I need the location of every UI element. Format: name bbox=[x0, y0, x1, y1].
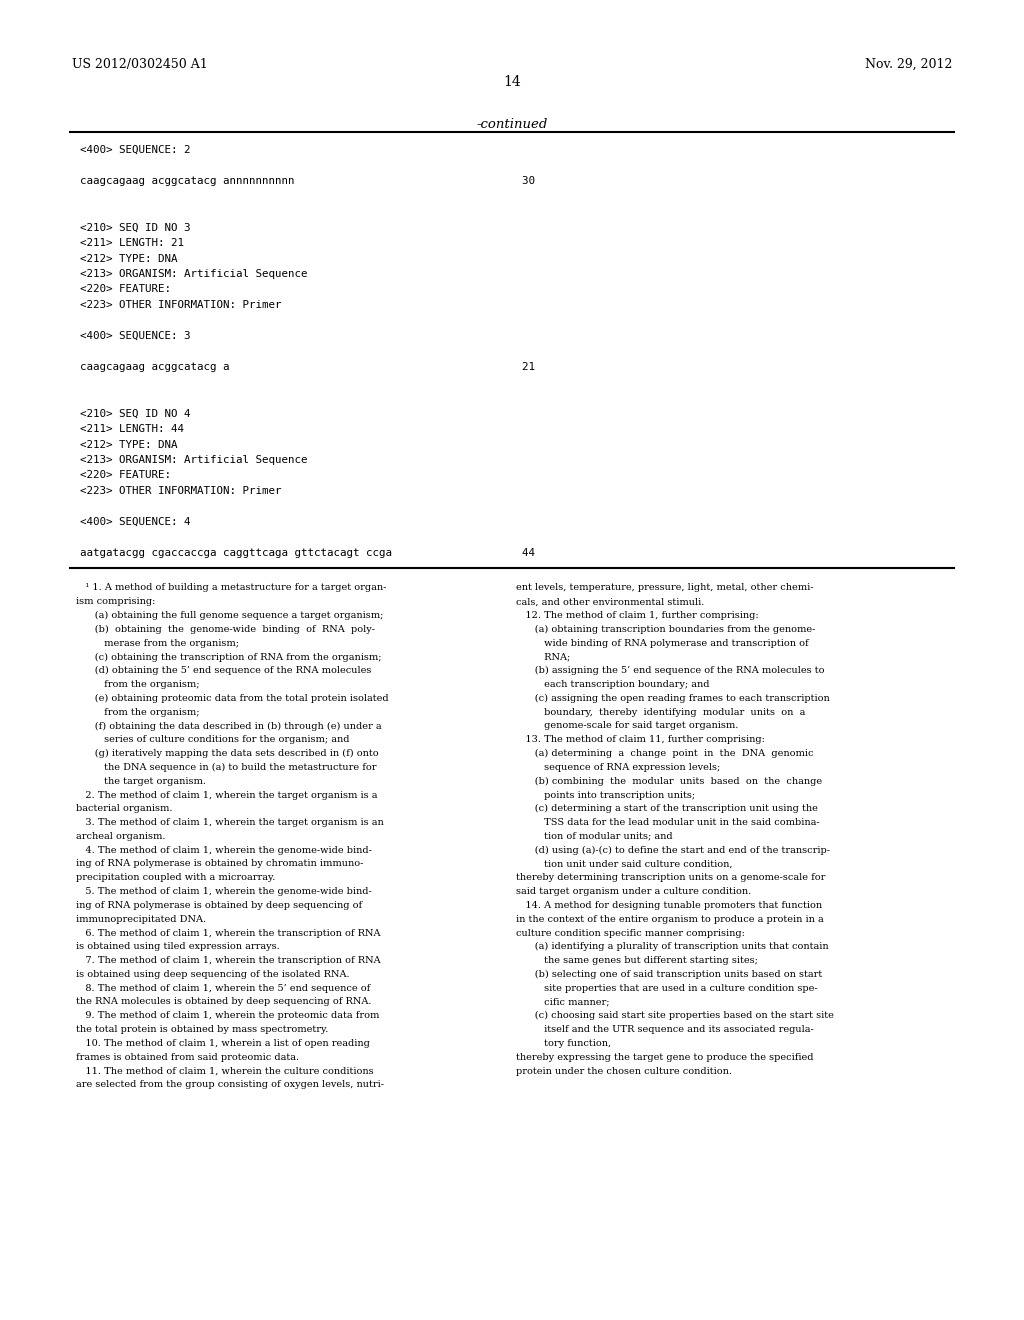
Text: 9. The method of claim 1, wherein the proteomic data from: 9. The method of claim 1, wherein the pr… bbox=[76, 1011, 379, 1020]
Text: (b)  obtaining  the  genome-wide  binding  of  RNA  poly-: (b) obtaining the genome-wide binding of… bbox=[76, 624, 375, 634]
Text: 14: 14 bbox=[503, 75, 521, 88]
Text: cific manner;: cific manner; bbox=[516, 998, 609, 1006]
Text: <210> SEQ ID NO 3: <210> SEQ ID NO 3 bbox=[80, 223, 190, 232]
Text: (c) determining a start of the transcription unit using the: (c) determining a start of the transcrip… bbox=[516, 804, 818, 813]
Text: the target organism.: the target organism. bbox=[76, 776, 206, 785]
Text: each transcription boundary; and: each transcription boundary; and bbox=[516, 680, 710, 689]
Text: bacterial organism.: bacterial organism. bbox=[76, 804, 172, 813]
Text: merase from the organism;: merase from the organism; bbox=[76, 639, 239, 648]
Text: the total protein is obtained by mass spectrometry.: the total protein is obtained by mass sp… bbox=[76, 1026, 329, 1034]
Text: 4. The method of claim 1, wherein the genome-wide bind-: 4. The method of claim 1, wherein the ge… bbox=[76, 846, 372, 855]
Text: ing of RNA polymerase is obtained by deep sequencing of: ing of RNA polymerase is obtained by dee… bbox=[76, 902, 362, 909]
Text: sequence of RNA expression levels;: sequence of RNA expression levels; bbox=[516, 763, 720, 772]
Text: <211> LENGTH: 44: <211> LENGTH: 44 bbox=[80, 424, 184, 434]
Text: (a) identifying a plurality of transcription units that contain: (a) identifying a plurality of transcrip… bbox=[516, 942, 828, 952]
Text: 14. A method for designing tunable promoters that function: 14. A method for designing tunable promo… bbox=[516, 902, 822, 909]
Text: 13. The method of claim 11, further comprising:: 13. The method of claim 11, further comp… bbox=[516, 735, 765, 744]
Text: (c) obtaining the transcription of RNA from the organism;: (c) obtaining the transcription of RNA f… bbox=[76, 652, 382, 661]
Text: tion unit under said culture condition,: tion unit under said culture condition, bbox=[516, 859, 732, 869]
Text: itself and the UTR sequence and its associated regula-: itself and the UTR sequence and its asso… bbox=[516, 1026, 814, 1034]
Text: the RNA molecules is obtained by deep sequencing of RNA.: the RNA molecules is obtained by deep se… bbox=[76, 998, 372, 1006]
Text: points into transcription units;: points into transcription units; bbox=[516, 791, 695, 800]
Text: <400> SEQUENCE: 2: <400> SEQUENCE: 2 bbox=[80, 145, 190, 154]
Text: 12. The method of claim 1, further comprising:: 12. The method of claim 1, further compr… bbox=[516, 611, 759, 620]
Text: (d) obtaining the 5’ end sequence of the RNA molecules: (d) obtaining the 5’ end sequence of the… bbox=[76, 667, 372, 676]
Text: thereby expressing the target gene to produce the specified: thereby expressing the target gene to pr… bbox=[516, 1053, 813, 1061]
Text: <213> ORGANISM: Artificial Sequence: <213> ORGANISM: Artificial Sequence bbox=[80, 269, 307, 279]
Text: protein under the chosen culture condition.: protein under the chosen culture conditi… bbox=[516, 1067, 732, 1076]
Text: boundary,  thereby  identifying  modular  units  on  a: boundary, thereby identifying modular un… bbox=[516, 708, 805, 717]
Text: <212> TYPE: DNA: <212> TYPE: DNA bbox=[80, 440, 177, 450]
Text: 2. The method of claim 1, wherein the target organism is a: 2. The method of claim 1, wherein the ta… bbox=[76, 791, 378, 800]
Text: (f) obtaining the data described in (b) through (e) under a: (f) obtaining the data described in (b) … bbox=[76, 722, 382, 731]
Text: <223> OTHER INFORMATION: Primer: <223> OTHER INFORMATION: Primer bbox=[80, 300, 282, 310]
Text: tion of modular units; and: tion of modular units; and bbox=[516, 832, 673, 841]
Text: genome-scale for said target organism.: genome-scale for said target organism. bbox=[516, 722, 738, 730]
Text: said target organism under a culture condition.: said target organism under a culture con… bbox=[516, 887, 752, 896]
Text: 8. The method of claim 1, wherein the 5’ end sequence of: 8. The method of claim 1, wherein the 5’… bbox=[76, 983, 371, 993]
Text: TSS data for the lead modular unit in the said combina-: TSS data for the lead modular unit in th… bbox=[516, 818, 819, 828]
Text: the DNA sequence in (a) to build the metastructure for: the DNA sequence in (a) to build the met… bbox=[76, 763, 377, 772]
Text: <211> LENGTH: 21: <211> LENGTH: 21 bbox=[80, 238, 184, 248]
Text: precipitation coupled with a microarray.: precipitation coupled with a microarray. bbox=[76, 874, 275, 882]
Text: is obtained using tiled expression arrays.: is obtained using tiled expression array… bbox=[76, 942, 280, 952]
Text: cals, and other environmental stimuli.: cals, and other environmental stimuli. bbox=[516, 597, 705, 606]
Text: (b) assigning the 5’ end sequence of the RNA molecules to: (b) assigning the 5’ end sequence of the… bbox=[516, 667, 824, 676]
Text: <220> FEATURE:: <220> FEATURE: bbox=[80, 470, 171, 480]
Text: <220> FEATURE:: <220> FEATURE: bbox=[80, 285, 171, 294]
Text: caagcagaag acggcatacg a                                             21: caagcagaag acggcatacg a 21 bbox=[80, 362, 535, 372]
Text: thereby determining transcription units on a genome-scale for: thereby determining transcription units … bbox=[516, 874, 825, 882]
Text: <213> ORGANISM: Artificial Sequence: <213> ORGANISM: Artificial Sequence bbox=[80, 455, 307, 465]
Text: <400> SEQUENCE: 3: <400> SEQUENCE: 3 bbox=[80, 331, 190, 341]
Text: Nov. 29, 2012: Nov. 29, 2012 bbox=[864, 58, 952, 71]
Text: (d) using (a)-(c) to define the start and end of the transcrip-: (d) using (a)-(c) to define the start an… bbox=[516, 846, 830, 855]
Text: is obtained using deep sequencing of the isolated RNA.: is obtained using deep sequencing of the… bbox=[76, 970, 349, 979]
Text: <400> SEQUENCE: 4: <400> SEQUENCE: 4 bbox=[80, 517, 190, 527]
Text: ing of RNA polymerase is obtained by chromatin immuno-: ing of RNA polymerase is obtained by chr… bbox=[76, 859, 364, 869]
Text: RNA;: RNA; bbox=[516, 652, 570, 661]
Text: <212> TYPE: DNA: <212> TYPE: DNA bbox=[80, 253, 177, 264]
Text: immunoprecipitated DNA.: immunoprecipitated DNA. bbox=[76, 915, 206, 924]
Text: from the organism;: from the organism; bbox=[76, 680, 200, 689]
Text: aatgatacgg cgaccaccga caggttcaga gttctacagt ccga                    44: aatgatacgg cgaccaccga caggttcaga gttctac… bbox=[80, 548, 535, 558]
Text: <223> OTHER INFORMATION: Primer: <223> OTHER INFORMATION: Primer bbox=[80, 486, 282, 496]
Text: the same genes but different starting sites;: the same genes but different starting si… bbox=[516, 956, 758, 965]
Text: ism comprising:: ism comprising: bbox=[76, 597, 156, 606]
Text: tory function,: tory function, bbox=[516, 1039, 611, 1048]
Text: series of culture conditions for the organism; and: series of culture conditions for the org… bbox=[76, 735, 349, 744]
Text: (a) obtaining the full genome sequence a target organism;: (a) obtaining the full genome sequence a… bbox=[76, 611, 383, 620]
Text: (c) choosing said start site properties based on the start site: (c) choosing said start site properties … bbox=[516, 1011, 834, 1020]
Text: culture condition specific manner comprising:: culture condition specific manner compri… bbox=[516, 928, 744, 937]
Text: -continued: -continued bbox=[476, 117, 548, 131]
Text: frames is obtained from said proteomic data.: frames is obtained from said proteomic d… bbox=[76, 1053, 299, 1061]
Text: (g) iteratively mapping the data sets described in (f) onto: (g) iteratively mapping the data sets de… bbox=[76, 750, 379, 758]
Text: caagcagaag acggcatacg annnnnnnnnn                                   30: caagcagaag acggcatacg annnnnnnnnn 30 bbox=[80, 176, 535, 186]
Text: <210> SEQ ID NO 4: <210> SEQ ID NO 4 bbox=[80, 408, 190, 418]
Text: ent levels, temperature, pressure, light, metal, other chemi-: ent levels, temperature, pressure, light… bbox=[516, 583, 813, 593]
Text: from the organism;: from the organism; bbox=[76, 708, 200, 717]
Text: wide binding of RNA polymerase and transcription of: wide binding of RNA polymerase and trans… bbox=[516, 639, 809, 648]
Text: 10. The method of claim 1, wherein a list of open reading: 10. The method of claim 1, wherein a lis… bbox=[76, 1039, 370, 1048]
Text: (b) selecting one of said transcription units based on start: (b) selecting one of said transcription … bbox=[516, 970, 822, 979]
Text: are selected from the group consisting of oxygen levels, nutri-: are selected from the group consisting o… bbox=[76, 1080, 384, 1089]
Text: archeal organism.: archeal organism. bbox=[76, 832, 166, 841]
Text: ¹ 1. A method of building a metastructure for a target organ-: ¹ 1. A method of building a metastructur… bbox=[76, 583, 386, 593]
Text: site properties that are used in a culture condition spe-: site properties that are used in a cultu… bbox=[516, 983, 817, 993]
Text: 6. The method of claim 1, wherein the transcription of RNA: 6. The method of claim 1, wherein the tr… bbox=[76, 928, 381, 937]
Text: US 2012/0302450 A1: US 2012/0302450 A1 bbox=[72, 58, 208, 71]
Text: 11. The method of claim 1, wherein the culture conditions: 11. The method of claim 1, wherein the c… bbox=[76, 1067, 374, 1076]
Text: (e) obtaining proteomic data from the total protein isolated: (e) obtaining proteomic data from the to… bbox=[76, 694, 389, 704]
Text: (b) combining  the  modular  units  based  on  the  change: (b) combining the modular units based on… bbox=[516, 776, 822, 785]
Text: 7. The method of claim 1, wherein the transcription of RNA: 7. The method of claim 1, wherein the tr… bbox=[76, 956, 381, 965]
Text: 5. The method of claim 1, wherein the genome-wide bind-: 5. The method of claim 1, wherein the ge… bbox=[76, 887, 372, 896]
Text: (a) obtaining transcription boundaries from the genome-: (a) obtaining transcription boundaries f… bbox=[516, 624, 815, 634]
Text: in the context of the entire organism to produce a protein in a: in the context of the entire organism to… bbox=[516, 915, 823, 924]
Text: (c) assigning the open reading frames to each transcription: (c) assigning the open reading frames to… bbox=[516, 694, 829, 704]
Text: 3. The method of claim 1, wherein the target organism is an: 3. The method of claim 1, wherein the ta… bbox=[76, 818, 384, 828]
Text: (a) determining  a  change  point  in  the  DNA  genomic: (a) determining a change point in the DN… bbox=[516, 750, 813, 758]
